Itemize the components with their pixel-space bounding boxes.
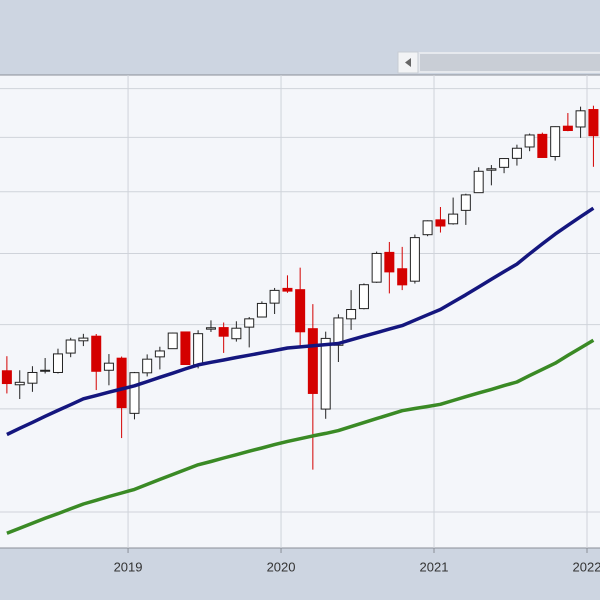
candle-body (103, 362, 114, 371)
candle-body (346, 309, 357, 320)
candle-body (320, 337, 331, 410)
x-tick-label: 2021 (420, 559, 449, 574)
candle-body (52, 353, 63, 373)
candle-body (269, 289, 280, 304)
scrollbar[interactable] (397, 51, 600, 74)
scrollbar-thumb[interactable] (420, 54, 600, 71)
candle-body (486, 168, 497, 171)
candle-body (460, 194, 471, 211)
candle-body (448, 213, 459, 225)
candle-body (167, 332, 178, 350)
candle-body (499, 158, 510, 168)
candle-body (511, 147, 522, 159)
candle-body (154, 350, 165, 358)
candle-body (256, 302, 267, 318)
candle-body (244, 318, 255, 328)
x-tick-label: 2020 (267, 559, 296, 574)
candle-body (129, 372, 140, 414)
candle-body (358, 284, 369, 310)
x-tick-label: 2019 (114, 559, 143, 574)
candle-body (524, 134, 535, 148)
candle-body (116, 357, 127, 409)
moving-average-line (6, 206, 595, 437)
candle-body (473, 170, 484, 194)
candle-body (588, 109, 599, 137)
candle-body (205, 327, 216, 330)
candle-body (435, 219, 446, 227)
moving-average-line (6, 338, 595, 535)
candle-body (397, 268, 408, 286)
candle-body (193, 333, 204, 366)
candle-body (1, 370, 12, 385)
candle-body (27, 371, 38, 384)
candle-body (180, 331, 191, 366)
candle-body (575, 110, 586, 128)
x-axis: 2019 2020 2021 2022 (114, 548, 600, 574)
scroll-left-arrow (405, 58, 411, 67)
candle-body (65, 339, 76, 354)
candle-body (384, 251, 395, 273)
candle-body (409, 237, 420, 282)
candle-body (333, 317, 344, 346)
candle-body (422, 220, 433, 236)
candle-body (307, 328, 318, 394)
candle-body (142, 358, 153, 374)
candle-body (91, 335, 102, 372)
candle-body (40, 369, 51, 372)
candle-body (231, 327, 242, 340)
x-tick-label: 2022 (573, 559, 600, 574)
candle-body (371, 252, 382, 283)
candle-body (295, 289, 306, 333)
candle-body (78, 337, 89, 342)
candle-body (550, 126, 561, 158)
marks (1, 105, 599, 535)
candle-body (218, 327, 229, 337)
candle-body (282, 287, 293, 292)
candle-body (14, 381, 25, 386)
candle-body (562, 125, 573, 132)
candle-body (537, 133, 548, 158)
